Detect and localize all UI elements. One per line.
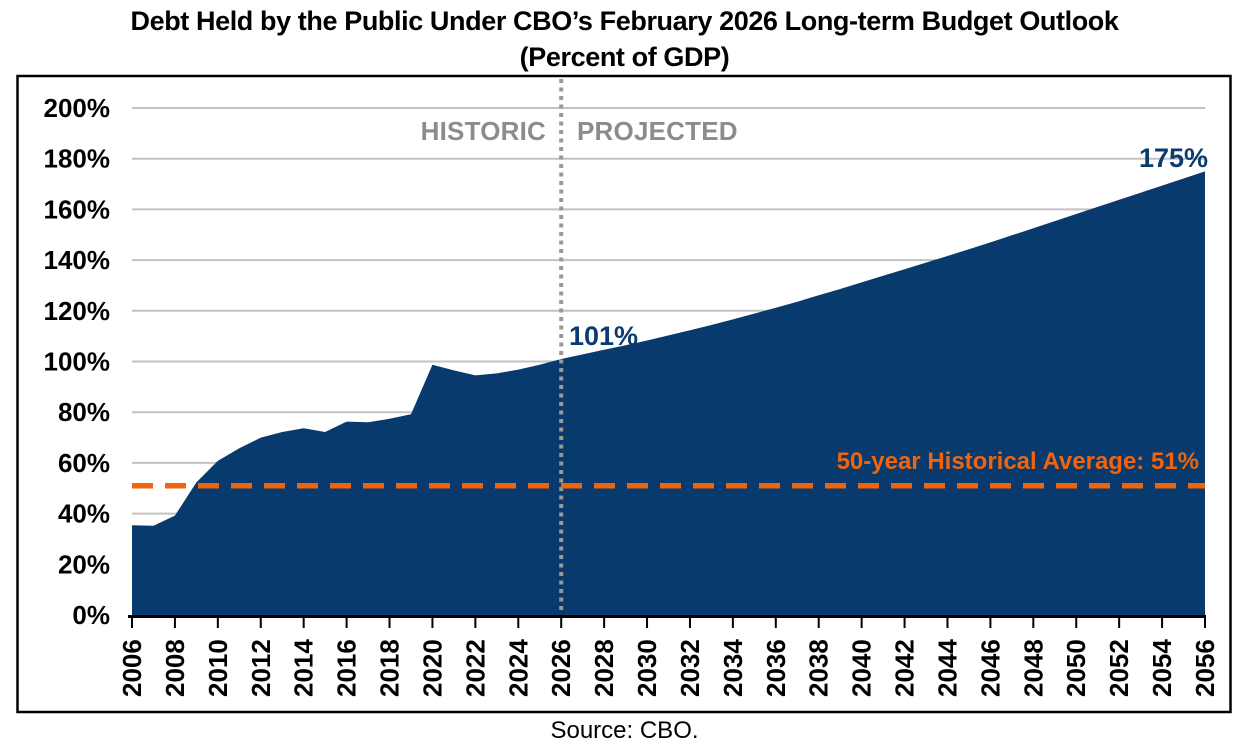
callout-2026-label: 101% <box>569 321 639 351</box>
x-axis-label: 2014 <box>289 639 319 697</box>
x-axis-label: 2012 <box>246 639 276 697</box>
y-axis-label: 80% <box>58 397 110 427</box>
historic-zone-label: HISTORIC <box>420 116 546 146</box>
x-axis-label: 2022 <box>460 639 490 697</box>
x-axis-label: 2034 <box>718 639 748 697</box>
x-axis-label: 2054 <box>1147 639 1177 697</box>
projected-zone-label: PROJECTED <box>577 116 738 146</box>
x-axis-label: 2018 <box>375 639 405 697</box>
x-axis-label: 2056 <box>1190 639 1220 697</box>
x-axis-label: 2024 <box>503 639 533 697</box>
y-axis-label: 200% <box>44 93 111 123</box>
x-axis-label: 2010 <box>203 639 233 697</box>
x-axis-label: 2050 <box>1061 639 1091 697</box>
x-axis-label: 2038 <box>804 639 834 697</box>
callout-2056-label: 175% <box>1138 143 1208 173</box>
x-axis-label: 2016 <box>332 639 362 697</box>
chart-title: Debt Held by the Public Under CBO’s Febr… <box>130 6 1119 36</box>
historical-average-label: 50-year Historical Average: 51% <box>836 448 1199 475</box>
x-axis-label: 2036 <box>761 639 791 697</box>
y-axis-label: 180% <box>44 144 111 174</box>
y-axis-label: 40% <box>58 499 110 529</box>
x-axis-label: 2008 <box>160 639 190 697</box>
chart-subtitle: (Percent of GDP) <box>519 42 730 72</box>
x-axis-label: 2026 <box>546 639 576 697</box>
y-axis-label: 60% <box>58 448 110 478</box>
x-axis-label: 2044 <box>933 639 963 697</box>
y-axis-label: 20% <box>58 549 110 579</box>
x-axis-label: 2052 <box>1104 639 1134 697</box>
y-axis-label: 100% <box>44 347 111 377</box>
x-axis-label: 2040 <box>847 639 877 697</box>
x-axis-label: 2032 <box>675 639 705 697</box>
x-axis-label: 2048 <box>1018 639 1048 697</box>
chart-frame <box>16 74 1232 714</box>
y-axis-label: 160% <box>44 194 111 224</box>
x-axis-label: 2006 <box>117 639 147 697</box>
x-axis-label: 2020 <box>417 639 447 697</box>
x-axis-label: 2042 <box>890 639 920 697</box>
y-axis-label: 140% <box>44 245 111 275</box>
y-axis-label: 0% <box>72 600 110 630</box>
x-axis-label: 2046 <box>975 639 1005 697</box>
area-series <box>132 171 1205 615</box>
x-axis-label: 2028 <box>589 639 619 697</box>
source-note: Source: CBO. <box>550 717 699 744</box>
y-axis-label: 120% <box>44 296 111 326</box>
x-axis-label: 2030 <box>632 639 662 697</box>
